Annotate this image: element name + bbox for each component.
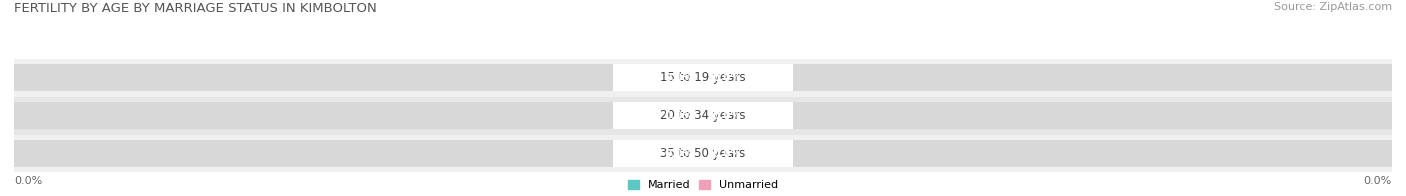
Bar (655, 64, 703, 91)
Bar (613, 140, 793, 167)
Bar (14, 64, 1392, 91)
Text: 0.0%: 0.0% (665, 111, 693, 121)
Bar (613, 102, 793, 129)
Text: 0.0%: 0.0% (665, 149, 693, 159)
Bar (14, 102, 1392, 129)
Bar (703, 140, 751, 167)
Bar (14, 140, 1392, 167)
Text: Source: ZipAtlas.com: Source: ZipAtlas.com (1274, 2, 1392, 12)
Text: 0.0%: 0.0% (665, 73, 693, 83)
Text: 35 to 50 years: 35 to 50 years (661, 147, 745, 160)
Text: 0.0%: 0.0% (713, 111, 741, 121)
Bar (655, 102, 703, 129)
Text: 0.0%: 0.0% (713, 149, 741, 159)
Bar (613, 64, 793, 91)
Bar (703, 102, 751, 129)
Bar (655, 140, 703, 167)
Text: FERTILITY BY AGE BY MARRIAGE STATUS IN KIMBOLTON: FERTILITY BY AGE BY MARRIAGE STATUS IN K… (14, 2, 377, 15)
Legend: Married, Unmarried: Married, Unmarried (627, 180, 779, 191)
Text: 0.0%: 0.0% (713, 73, 741, 83)
Text: 20 to 34 years: 20 to 34 years (661, 109, 745, 122)
Bar (14, 135, 1392, 172)
Bar (703, 64, 751, 91)
Text: 0.0%: 0.0% (1364, 176, 1392, 186)
Text: 15 to 19 years: 15 to 19 years (661, 71, 745, 84)
Bar (14, 97, 1392, 135)
Text: 0.0%: 0.0% (14, 176, 42, 186)
Bar (14, 59, 1392, 97)
